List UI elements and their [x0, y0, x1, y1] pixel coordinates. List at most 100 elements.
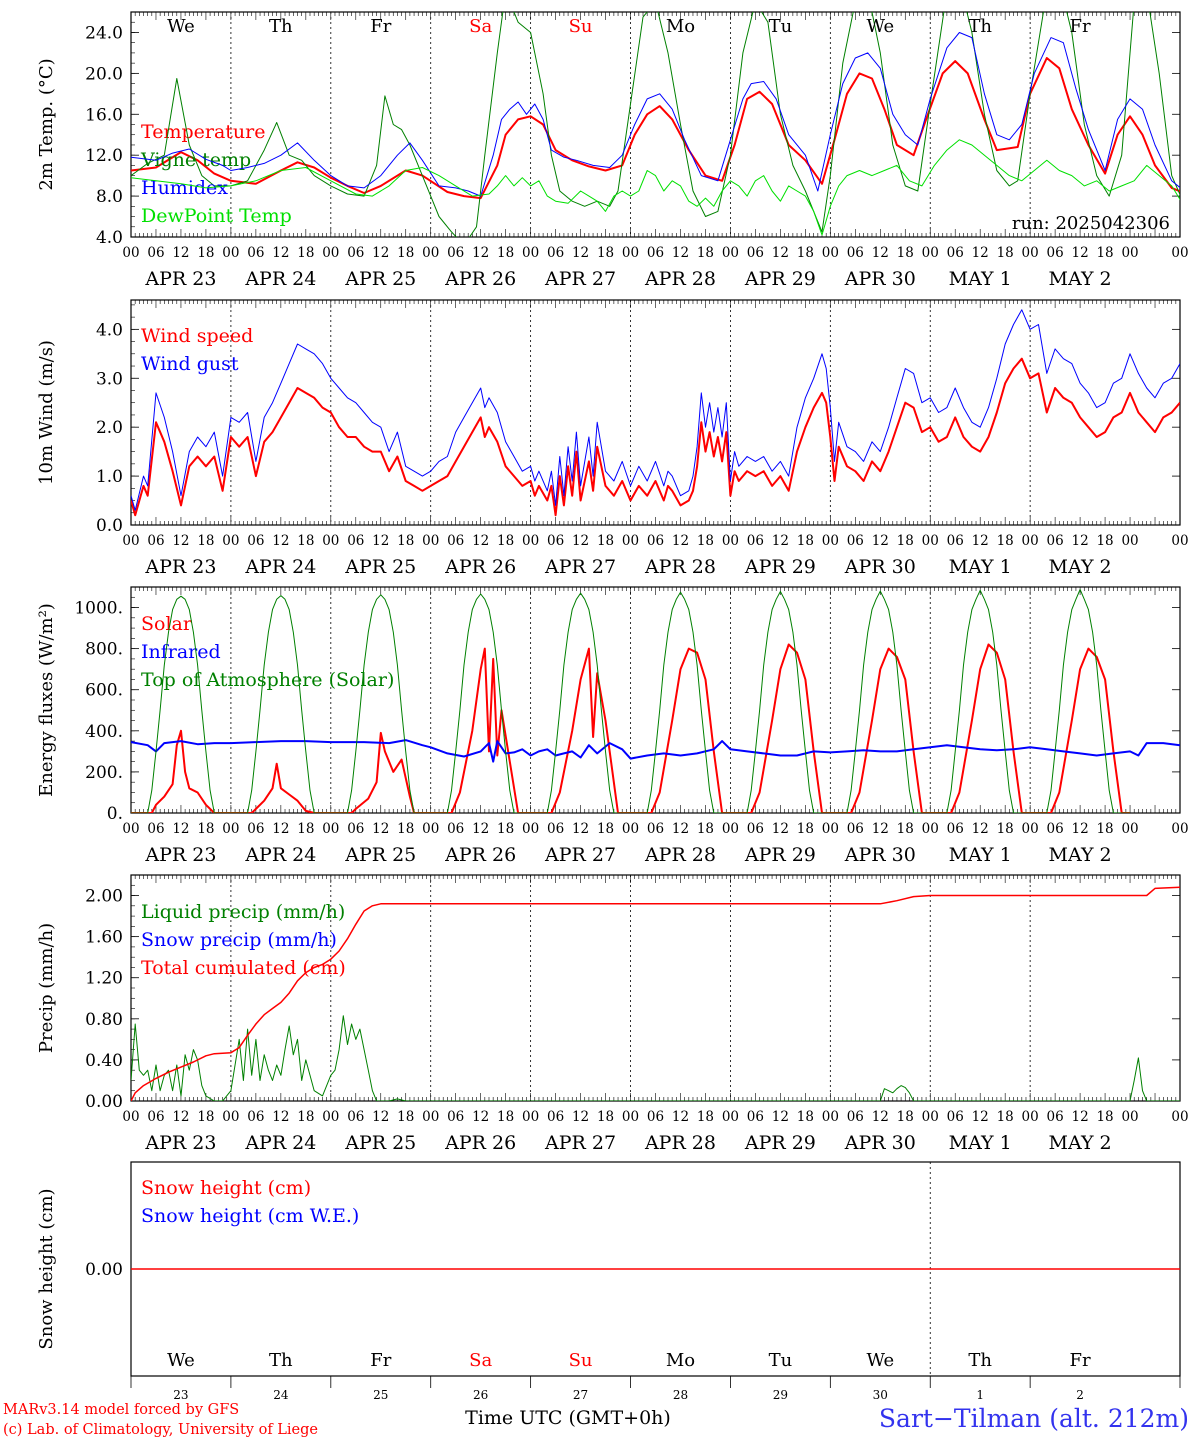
- energy-date-label: APR 23: [144, 844, 216, 866]
- energy-hour-label: 06: [547, 821, 564, 837]
- temp-hour-label: 12: [472, 245, 489, 261]
- day-number-label: 1: [976, 1388, 984, 1402]
- precip-ytick-label: 1.20: [85, 969, 123, 989]
- precip-ytick-label: 0.80: [85, 1010, 123, 1030]
- temp-date-label: APR 28: [644, 268, 716, 290]
- temp-date-label: APR 29: [744, 268, 816, 290]
- energy-legend-0: Solar: [141, 613, 193, 635]
- energy-legend-1: Infrared: [141, 641, 221, 663]
- top-weekday-label: Fr: [370, 16, 391, 37]
- temp-date-label: MAY 1: [949, 268, 1012, 290]
- temp-hour-label: 12: [772, 245, 789, 261]
- energy-ytick-label: 600.: [85, 681, 123, 701]
- wind-hour-label: 06: [147, 533, 164, 549]
- precip-hour-label: 00: [1171, 1109, 1188, 1125]
- temp-hour-label: 06: [747, 245, 764, 261]
- wind-date-label: APR 24: [244, 556, 316, 578]
- top-weekday-label: Sa: [469, 16, 492, 37]
- energy-hour-label: 12: [772, 821, 789, 837]
- wind-date-label: APR 29: [744, 556, 816, 578]
- wind-hour-label: 06: [547, 533, 564, 549]
- day-number-label: 28: [673, 1388, 688, 1402]
- top-weekday-label: Tu: [769, 16, 793, 37]
- energy-hour-label: 00: [622, 821, 639, 837]
- precip-hour-label: 06: [247, 1109, 264, 1125]
- energy-hour-label: 06: [1047, 821, 1064, 837]
- temp-legend-3: DewPoint Temp: [141, 205, 292, 227]
- wind-hour-label: 06: [647, 533, 664, 549]
- precip-hour-label: 06: [147, 1109, 164, 1125]
- wind-hour-label: 18: [397, 533, 414, 549]
- energy-date-label: APR 26: [444, 844, 516, 866]
- energy-date-label: APR 30: [844, 844, 916, 866]
- temp-legend-0: Temperature: [141, 121, 265, 143]
- precip-hour-label: 00: [822, 1109, 839, 1125]
- snow-ytick-label: 0.00: [85, 1260, 123, 1280]
- energy-series-infrared: [131, 739, 1180, 763]
- day-number-label: 23: [173, 1388, 188, 1402]
- precip-hour-label: 00: [322, 1109, 339, 1125]
- precip-hour-label: 12: [372, 1109, 389, 1125]
- precip-legend-0: Liquid precip (mm/h): [141, 901, 345, 923]
- energy-hour-label: 00: [422, 821, 439, 837]
- precip-hour-label: 06: [847, 1109, 864, 1125]
- temp-hour-label: 06: [547, 245, 564, 261]
- wind-hour-label: 12: [372, 533, 389, 549]
- day-number-label: 26: [473, 1388, 488, 1402]
- wind-hour-label: 12: [872, 533, 889, 549]
- wind-hour-label: 12: [972, 533, 989, 549]
- energy-ylabel: Energy fluxes (W/m²): [36, 603, 57, 797]
- wind-hour-label: 18: [797, 533, 814, 549]
- wind-hour-label: 06: [447, 533, 464, 549]
- snow-weekday-label: We: [866, 1350, 894, 1371]
- temp-hour-label: 18: [497, 245, 514, 261]
- snow-legend-0: Snow height (cm): [141, 1177, 311, 1199]
- wind-hour-label: 06: [847, 533, 864, 549]
- temp-hour-label: 18: [297, 245, 314, 261]
- wind-ylabel: 10m Wind (m/s): [36, 340, 57, 485]
- temp-date-label: APR 25: [344, 268, 416, 290]
- wind-hour-label: 00: [622, 533, 639, 549]
- precip-legend-1: Snow precip (mm/h): [141, 929, 337, 951]
- footer-model: MARv3.14 model forced by GFS: [3, 1402, 239, 1418]
- snow-weekday-label: Sa: [469, 1350, 492, 1371]
- wind-date-label: MAY 2: [1049, 556, 1112, 578]
- temp-hour-label: 12: [1072, 245, 1089, 261]
- temp-hour-label: 06: [847, 245, 864, 261]
- energy-hour-label: 18: [597, 821, 614, 837]
- energy-ytick-label: 800.: [85, 640, 123, 660]
- precip-series-total-cumulated-cm: [131, 886, 1180, 1101]
- temp-hour-label: 18: [597, 245, 614, 261]
- temp-hour-label: 00: [822, 245, 839, 261]
- temp-hour-label: 00: [522, 245, 539, 261]
- wind-hour-label: 00: [522, 533, 539, 549]
- energy-hour-label: 12: [972, 821, 989, 837]
- energy-hour-label: 00: [122, 821, 139, 837]
- precip-hour-label: 12: [972, 1109, 989, 1125]
- temp-hour-label: 12: [672, 245, 689, 261]
- energy-hour-label: 00: [1171, 821, 1188, 837]
- energy-frame: [130, 586, 1181, 814]
- energy-hour-label: 12: [172, 821, 189, 837]
- top-weekday-label: Th: [269, 16, 293, 37]
- snow-weekday-label: We: [167, 1350, 195, 1371]
- temp-hour-label: 06: [1047, 245, 1064, 261]
- energy-hour-label: 18: [997, 821, 1014, 837]
- wind-hour-label: 00: [322, 533, 339, 549]
- top-weekday-label: Th: [968, 16, 992, 37]
- precip-hour-label: 12: [772, 1109, 789, 1125]
- precip-hour-label: 12: [172, 1109, 189, 1125]
- precip-ytick-label: 0.40: [85, 1051, 123, 1071]
- temp-ytick-label: 8.0: [96, 187, 123, 207]
- energy-date-label: APR 29: [744, 844, 816, 866]
- temp-hour-label: 18: [997, 245, 1014, 261]
- temp-hour-label: 06: [647, 245, 664, 261]
- wind-date-label: APR 26: [444, 556, 516, 578]
- footer-time-label: Time UTC (GMT+0h): [465, 1407, 671, 1429]
- energy-ytick-label: 200.: [85, 763, 123, 783]
- precip-ytick-label: 2.00: [85, 887, 123, 907]
- wind-hour-label: 12: [1072, 533, 1089, 549]
- snow-weekday-label: Su: [569, 1350, 593, 1371]
- energy-hour-label: 00: [722, 821, 739, 837]
